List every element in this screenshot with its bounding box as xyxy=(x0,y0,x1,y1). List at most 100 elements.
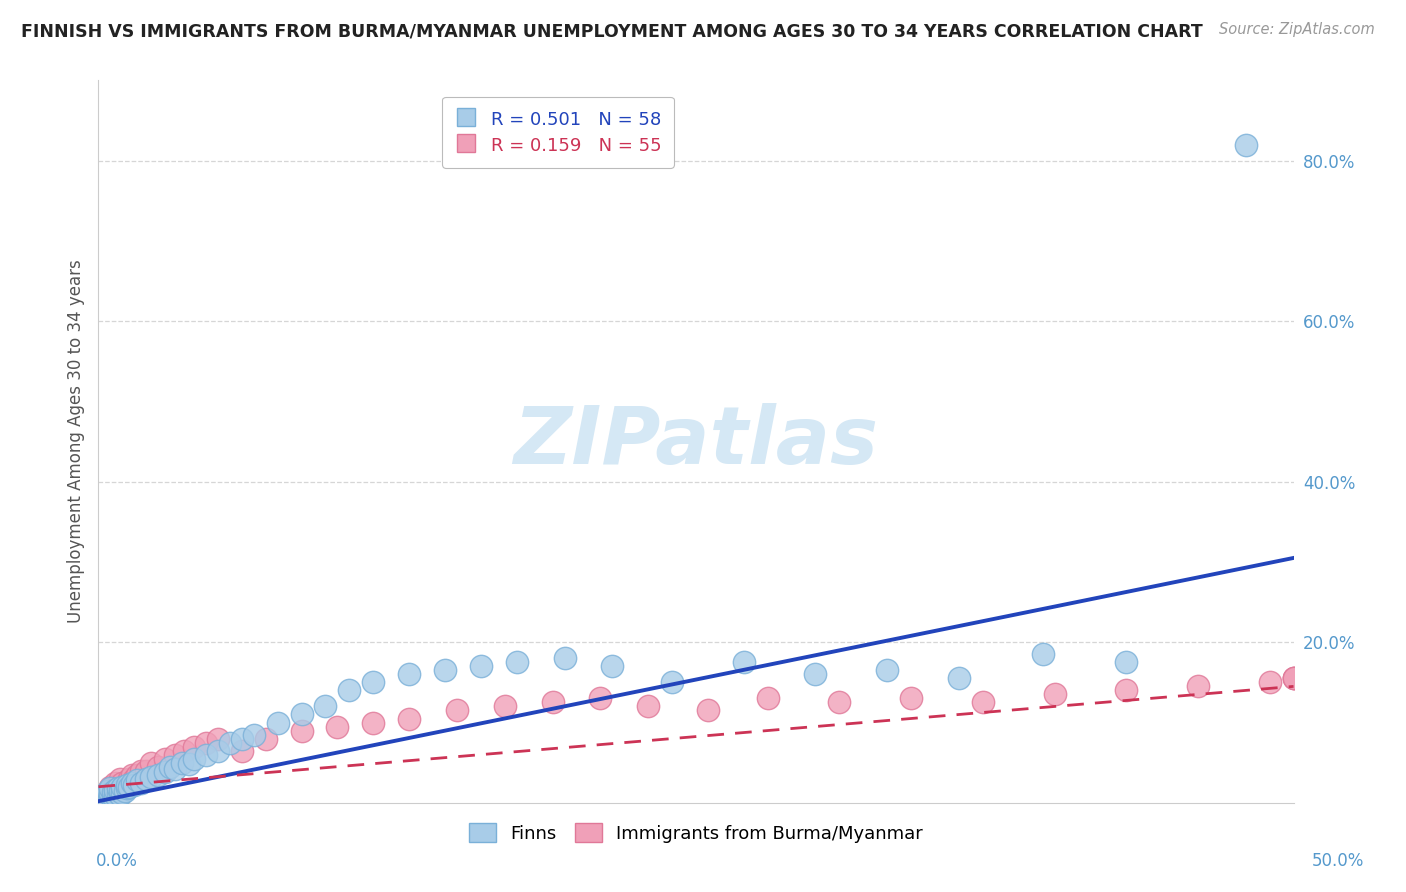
Point xyxy=(131,776,153,790)
Point xyxy=(104,776,127,790)
Point xyxy=(121,776,143,790)
Text: FINNISH VS IMMIGRANTS FROM BURMA/MYANMAR UNEMPLOYMENT AMONG AGES 30 TO 34 YEARS : FINNISH VS IMMIGRANTS FROM BURMA/MYANMAR… xyxy=(21,22,1204,40)
Point xyxy=(104,788,127,802)
Point xyxy=(107,778,129,792)
Point xyxy=(602,659,624,673)
Point xyxy=(470,659,492,673)
Point xyxy=(291,707,314,722)
Point xyxy=(101,789,124,804)
Point xyxy=(1032,648,1054,662)
Point xyxy=(756,691,779,706)
Point xyxy=(135,764,157,778)
Point xyxy=(94,789,117,804)
Point xyxy=(125,767,148,781)
Point xyxy=(1187,680,1209,694)
Point xyxy=(243,728,266,742)
Point xyxy=(98,789,122,804)
Point xyxy=(155,765,177,780)
Point xyxy=(1043,687,1066,701)
Point xyxy=(111,786,134,800)
Text: Source: ZipAtlas.com: Source: ZipAtlas.com xyxy=(1219,22,1375,37)
Point xyxy=(114,784,136,798)
Point xyxy=(398,712,420,726)
Point xyxy=(1258,675,1281,690)
Point xyxy=(183,751,205,765)
Point xyxy=(108,772,131,786)
Point xyxy=(254,731,277,746)
Point xyxy=(1282,671,1305,685)
Point xyxy=(124,772,146,786)
Point xyxy=(446,703,468,717)
Point xyxy=(108,784,131,798)
Point xyxy=(972,696,994,710)
Point xyxy=(135,772,157,786)
Point xyxy=(111,781,134,796)
Point xyxy=(111,780,134,794)
Point xyxy=(506,655,529,669)
Point xyxy=(1115,655,1137,669)
Point xyxy=(326,719,349,733)
Point xyxy=(155,751,177,765)
Point xyxy=(97,788,120,802)
Point xyxy=(1282,671,1305,685)
Point xyxy=(1282,671,1305,685)
Text: 50.0%: 50.0% xyxy=(1312,852,1364,870)
Point xyxy=(94,789,117,804)
Point xyxy=(101,781,124,796)
Point xyxy=(118,780,141,794)
Point xyxy=(107,786,129,800)
Point xyxy=(131,764,153,778)
Point xyxy=(97,786,120,800)
Point xyxy=(219,735,242,749)
Point xyxy=(111,776,134,790)
Point xyxy=(589,691,612,706)
Point xyxy=(339,683,361,698)
Point xyxy=(541,696,564,710)
Point xyxy=(139,756,162,770)
Point xyxy=(97,784,120,798)
Y-axis label: Unemployment Among Ages 30 to 34 years: Unemployment Among Ages 30 to 34 years xyxy=(66,260,84,624)
Point xyxy=(733,655,755,669)
Point xyxy=(195,735,218,749)
Point xyxy=(163,762,186,776)
Point xyxy=(98,780,122,794)
Point xyxy=(159,760,181,774)
Point xyxy=(98,786,122,800)
Point xyxy=(172,756,194,770)
Point xyxy=(554,651,576,665)
Point xyxy=(183,739,205,754)
Point xyxy=(98,781,122,796)
Point xyxy=(267,715,290,730)
Point xyxy=(114,780,136,794)
Point xyxy=(107,784,129,798)
Point xyxy=(900,691,922,706)
Point xyxy=(115,776,138,790)
Point xyxy=(697,703,720,717)
Point xyxy=(315,699,337,714)
Point xyxy=(661,675,683,690)
Point xyxy=(291,723,314,738)
Point xyxy=(91,792,114,806)
Point xyxy=(107,781,129,796)
Legend: Finns, Immigrants from Burma/Myanmar: Finns, Immigrants from Burma/Myanmar xyxy=(460,814,932,852)
Point xyxy=(163,747,186,762)
Point xyxy=(104,788,127,802)
Point xyxy=(125,773,148,788)
Point xyxy=(637,699,659,714)
Point xyxy=(231,744,253,758)
Point xyxy=(121,767,143,781)
Point xyxy=(1234,137,1257,152)
Point xyxy=(148,767,170,781)
Point xyxy=(207,731,229,746)
Point xyxy=(804,667,827,681)
Point xyxy=(91,788,114,802)
Point xyxy=(108,786,131,800)
Text: ZIPatlas: ZIPatlas xyxy=(513,402,879,481)
Point xyxy=(398,667,420,681)
Point xyxy=(115,781,138,796)
Point xyxy=(231,731,253,746)
Point xyxy=(139,770,162,784)
Point xyxy=(101,784,124,798)
Point xyxy=(876,664,898,678)
Point xyxy=(948,671,970,685)
